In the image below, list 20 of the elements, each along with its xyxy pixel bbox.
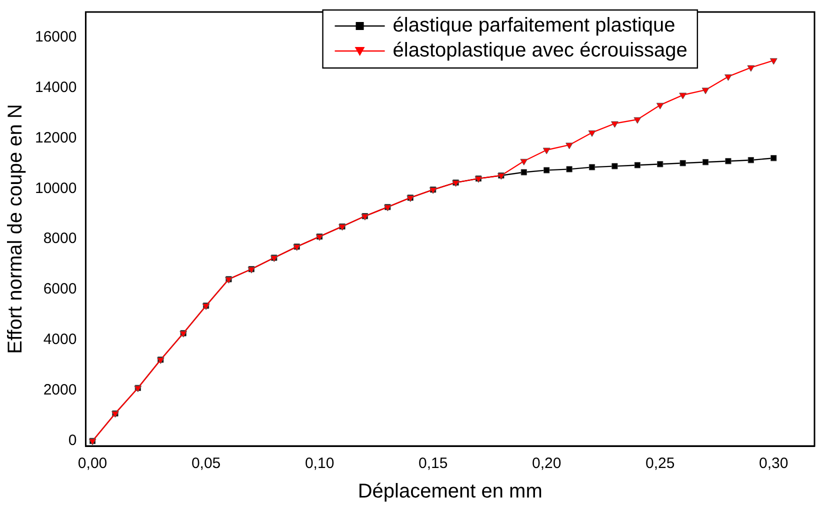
x-tick-label: 0,00 xyxy=(78,455,108,472)
y-tick-label: 0 xyxy=(68,432,77,450)
legend-label: élastique parfaitement plastique xyxy=(392,14,676,37)
legend-label: élastoplastique avec écrouissage xyxy=(392,40,688,62)
y-tick-label: 10000 xyxy=(34,180,77,197)
x-tick-label: 0,15 xyxy=(418,455,448,472)
x-tick-label: 0,30 xyxy=(759,455,788,472)
x-tick-label: 0,25 xyxy=(646,455,675,472)
y-tick-label: 14000 xyxy=(34,78,77,96)
y-tick-label: 12000 xyxy=(34,129,77,146)
x-tick-label: 0,20 xyxy=(532,455,562,472)
y-tick-label: 8000 xyxy=(43,230,77,248)
y-tick-label: 2000 xyxy=(43,382,77,399)
y-tick-label: 4000 xyxy=(43,331,77,348)
x-tick-label: 0,10 xyxy=(304,455,334,472)
x-axis-title: Déplacement en mm xyxy=(358,480,542,503)
x-tick-label: 0,05 xyxy=(191,455,221,472)
y-tick-label: 16000 xyxy=(34,28,77,46)
y-axis-title: Effort normal de coupe en N xyxy=(4,104,27,354)
y-tick-label: 6000 xyxy=(43,280,77,298)
